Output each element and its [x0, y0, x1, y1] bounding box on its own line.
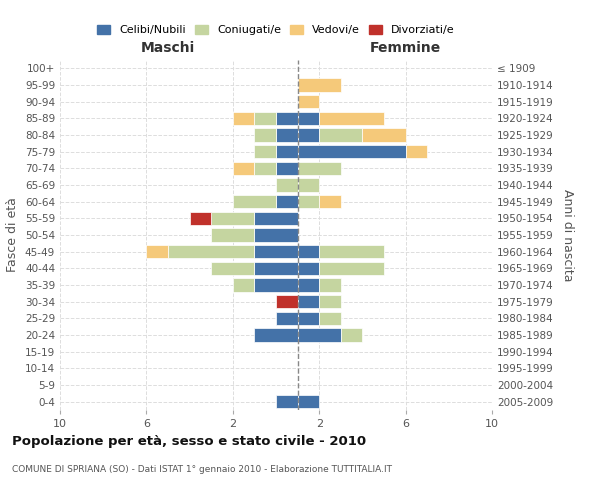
Bar: [276, 312, 298, 325]
Bar: [319, 128, 362, 141]
Bar: [276, 145, 298, 158]
Bar: [276, 295, 298, 308]
Bar: [298, 112, 319, 125]
Bar: [254, 145, 276, 158]
Bar: [298, 395, 319, 408]
Bar: [298, 245, 319, 258]
Bar: [298, 162, 341, 175]
Bar: [276, 162, 298, 175]
Bar: [254, 262, 298, 275]
Bar: [276, 178, 298, 192]
Bar: [406, 145, 427, 158]
Bar: [298, 145, 406, 158]
Bar: [254, 162, 276, 175]
Bar: [211, 212, 254, 225]
Bar: [298, 312, 319, 325]
Text: Popolazione per età, sesso e stato civile - 2010: Popolazione per età, sesso e stato civil…: [12, 435, 366, 448]
Text: Femmine: Femmine: [370, 41, 441, 55]
Bar: [319, 278, 341, 291]
Bar: [319, 312, 341, 325]
Bar: [211, 228, 254, 241]
Legend: Celibi/Nubili, Coniugati/e, Vedovi/e, Divorziati/e: Celibi/Nubili, Coniugati/e, Vedovi/e, Di…: [93, 20, 459, 40]
Bar: [341, 328, 362, 342]
Bar: [319, 112, 384, 125]
Bar: [254, 278, 298, 291]
Bar: [298, 128, 319, 141]
Bar: [233, 195, 276, 208]
Bar: [319, 245, 384, 258]
Bar: [319, 262, 384, 275]
Bar: [233, 278, 254, 291]
Bar: [276, 395, 298, 408]
Text: Maschi: Maschi: [141, 41, 195, 55]
Y-axis label: Anni di nascita: Anni di nascita: [562, 188, 574, 281]
Bar: [276, 128, 298, 141]
Bar: [254, 328, 298, 342]
Bar: [298, 262, 319, 275]
Bar: [254, 228, 298, 241]
Bar: [254, 112, 276, 125]
Bar: [276, 112, 298, 125]
Bar: [298, 195, 319, 208]
Bar: [298, 295, 319, 308]
Bar: [298, 78, 341, 92]
Bar: [254, 212, 298, 225]
Bar: [190, 212, 211, 225]
Bar: [254, 245, 298, 258]
Bar: [319, 295, 341, 308]
Bar: [233, 162, 254, 175]
Bar: [298, 278, 319, 291]
Bar: [211, 262, 254, 275]
Y-axis label: Fasce di età: Fasce di età: [7, 198, 19, 272]
Text: COMUNE DI SPRIANA (SO) - Dati ISTAT 1° gennaio 2010 - Elaborazione TUTTITALIA.IT: COMUNE DI SPRIANA (SO) - Dati ISTAT 1° g…: [12, 465, 392, 474]
Bar: [298, 95, 319, 108]
Bar: [276, 195, 298, 208]
Bar: [298, 178, 319, 192]
Bar: [254, 128, 276, 141]
Bar: [233, 112, 254, 125]
Bar: [362, 128, 406, 141]
Bar: [168, 245, 254, 258]
Bar: [319, 195, 341, 208]
Bar: [298, 328, 341, 342]
Bar: [146, 245, 168, 258]
